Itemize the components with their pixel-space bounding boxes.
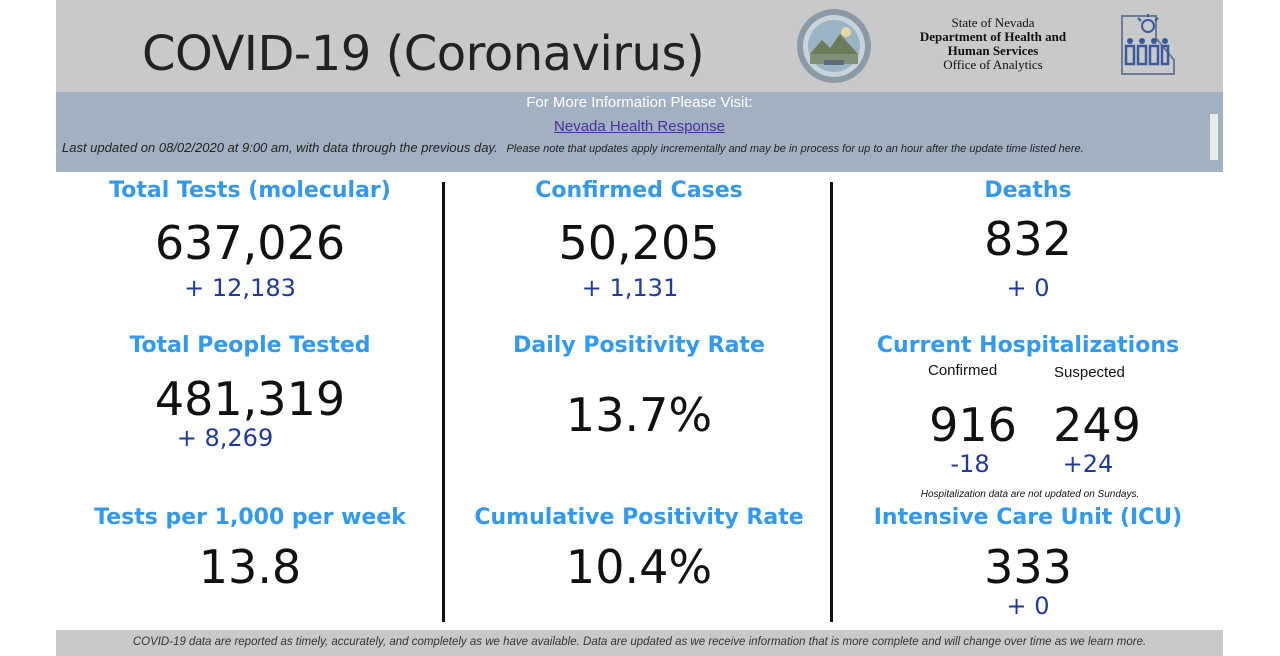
icu-delta: + 0 [1006,592,1050,620]
more-info-text: For More Information Please Visit: [526,94,753,111]
agency-block: State of Nevada Department of Health and… [898,16,1088,72]
deaths-label: Deaths [984,178,1072,203]
confirmed-cases-delta: + 1,131 [581,274,679,302]
dhhs-logo-icon [1121,14,1175,75]
people-tested-value: 481,319 [154,372,346,426]
hosp-confirmed-label: Confirmed [928,362,998,379]
header-banner: COVID-19 (Coronavirus) State of Nevada D… [56,0,1223,92]
hospitalizations-label: Current Hospitalizations [876,333,1180,358]
scrollbar-thumb[interactable] [1210,114,1218,160]
nevada-state-seal-icon [797,9,871,83]
hosp-suspected-value: 249 [1053,398,1141,452]
people-tested-label: Total People Tested [129,333,371,358]
hosp-confirmed-value: 916 [929,398,1017,452]
last-updated-text: Last updated on 08/02/2020 at 9:00 am, w… [62,141,1208,163]
total-tests-delta: + 12,183 [184,274,296,302]
deaths-delta: + 0 [1006,274,1050,302]
icu-value: 333 [984,540,1072,594]
column-divider-left [442,182,445,622]
hosp-confirmed-delta: -18 [950,450,990,478]
cumulative-positivity-label: Cumulative Positivity Rate [474,505,804,530]
page-title: COVID-19 (Coronavirus) [142,26,705,82]
hosp-suspected-delta: +24 [1062,450,1114,478]
agency-services: Human Services [947,43,1039,58]
agency-department: Department of Health and [919,29,1067,44]
daily-positivity-label: Daily Positivity Rate [513,333,765,358]
info-bar: For More Information Please Visit: Nevad… [56,92,1223,172]
tests-per-1000-label: Tests per 1,000 per week [94,505,406,530]
icu-label: Intensive Care Unit (ICU) [873,505,1183,530]
last-updated-main: Last updated on 08/02/2020 at 9:00 am, w… [62,141,498,155]
footer-banner: COVID-19 data are reported as timely, ac… [56,630,1223,656]
tests-per-1000-value: 13.8 [198,540,302,594]
agency-state: State of Nevada [951,15,1035,30]
column-divider-right [830,182,833,622]
hospitalization-note: Hospitalization data are not updated on … [920,489,1140,500]
total-tests-label: Total Tests (molecular) [109,178,391,203]
hosp-suspected-label: Suspected [1054,364,1125,381]
daily-positivity-value: 13.7% [565,388,713,442]
agency-office: Office of Analytics [943,57,1043,72]
confirmed-cases-value: 50,205 [558,216,720,270]
footer-disclaimer: COVID-19 data are reported as timely, ac… [132,636,1147,648]
people-tested-delta: + 8,269 [176,424,274,452]
cumulative-positivity-value: 10.4% [565,540,713,594]
total-tests-value: 637,026 [154,216,346,270]
confirmed-cases-label: Confirmed Cases [535,178,743,203]
update-note: Please note that updates apply increment… [506,143,1084,155]
nevada-health-response-link[interactable]: Nevada Health Response [554,118,725,135]
deaths-value: 832 [984,212,1072,266]
